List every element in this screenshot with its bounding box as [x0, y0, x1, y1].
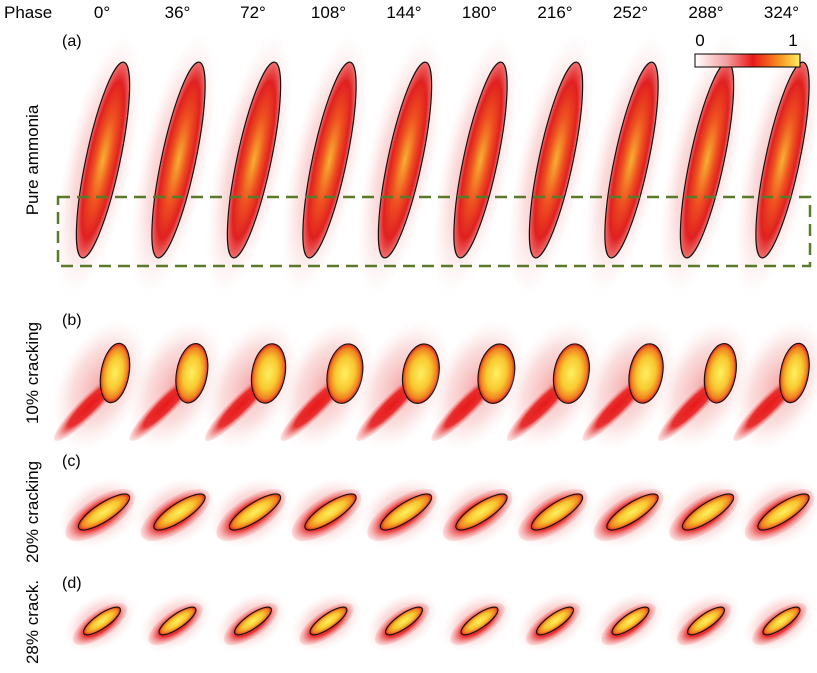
flame-contour [302, 61, 357, 259]
flame-core [302, 62, 357, 258]
flame-contour [377, 61, 433, 259]
flame-cell [504, 32, 602, 653]
flame-core [82, 606, 122, 636]
phase-value: 288° [688, 3, 723, 22]
flame-core [757, 493, 810, 531]
flame-core [379, 493, 433, 531]
flame-core [755, 62, 810, 258]
phase-value: 144° [386, 3, 421, 22]
row-label: Pure ammonia [23, 104, 42, 215]
flame-core [153, 493, 206, 531]
flame-cell [731, 32, 817, 653]
row-label: 28% crack. [23, 580, 42, 664]
highlight-box [56, 195, 812, 268]
flame-core [703, 343, 737, 404]
flame-images [51, 32, 817, 653]
flame-core [384, 606, 424, 636]
row-tag: (c) [62, 453, 81, 470]
flame-core [76, 62, 130, 258]
flame-contour [528, 61, 584, 259]
flame-cell [353, 32, 451, 653]
flame-core [535, 606, 575, 636]
phase-value: 0° [94, 3, 110, 22]
colorbar-max: 1 [788, 31, 797, 50]
flame-cell [51, 32, 149, 653]
flame-core [233, 606, 273, 636]
flame-core [680, 62, 734, 258]
colorbar-min: 0 [695, 31, 704, 50]
flame-core [378, 62, 432, 258]
flame-core [453, 62, 508, 258]
flame-core [77, 493, 131, 531]
flame-contour [75, 61, 131, 259]
flame-contour [755, 61, 810, 259]
flame-core [99, 342, 131, 404]
flame-core [530, 493, 584, 531]
colorbar [694, 53, 801, 68]
flame-core [611, 606, 650, 636]
flame-cell [202, 32, 300, 653]
flame-core [228, 493, 282, 531]
flame-core [309, 606, 348, 636]
flame-contour [151, 61, 206, 259]
row-label: 20% cracking [23, 461, 42, 563]
flame-contour [453, 61, 508, 259]
flame-core [681, 493, 735, 531]
flame-core [606, 493, 659, 531]
flame-contour [604, 61, 659, 259]
flame-core [151, 62, 206, 258]
flame-core [460, 606, 499, 636]
phase-value: 36° [165, 3, 191, 22]
phase-value: 216° [537, 3, 572, 22]
phase-value: 324° [764, 3, 799, 22]
flame-core [762, 606, 801, 636]
flame-core [779, 342, 810, 404]
phase-value: 108° [311, 3, 346, 22]
row-tag: (b) [62, 312, 82, 329]
flame-core [227, 62, 281, 258]
flame-core [175, 343, 209, 404]
flame-core [455, 493, 508, 531]
flame-core [604, 62, 659, 258]
flame-core [158, 606, 197, 636]
phase-value: 72° [240, 3, 266, 22]
flame-core [529, 62, 583, 258]
row-tag: (a) [62, 33, 82, 50]
flame-cell [580, 32, 677, 653]
flame-contour [226, 61, 282, 259]
flame-core [686, 606, 726, 636]
flame-cell [655, 32, 753, 653]
phase-value: 180° [462, 3, 497, 22]
row-label: 10% cracking [23, 322, 42, 424]
flame-cell [127, 32, 224, 653]
flame-core [304, 493, 357, 531]
flame-cell [429, 32, 526, 653]
flame-cell [278, 32, 375, 653]
row-tag: (d) [62, 575, 82, 592]
phase-label: Phase [4, 3, 52, 22]
phase-value: 252° [613, 3, 648, 22]
